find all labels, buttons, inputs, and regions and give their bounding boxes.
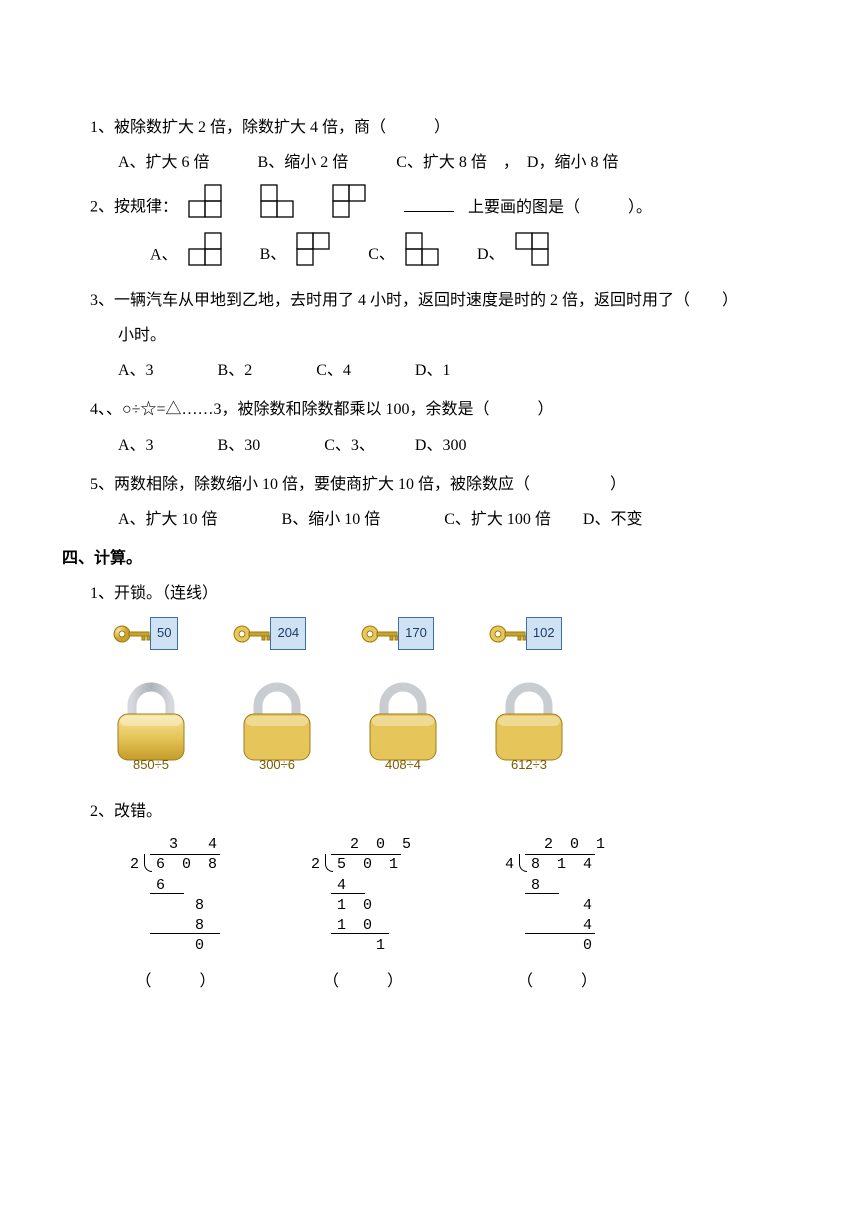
lock-item: 408÷4 [360,678,446,780]
lock-item: 300÷6 [234,678,320,780]
key-item: 50 [112,617,178,650]
q2-stem-a: 2、按规律： [90,199,178,216]
pattern-shape-3 [332,184,366,231]
question-4: 4、、○÷☆=△……3，被除数和除数都乘以 100，余数是（ ） A、3 B、3… [90,392,770,462]
q5-stem: 5、两数相除，除数缩小 10 倍，要使商扩大 10 倍，被除数应（ ） [90,467,770,502]
lock-row: 850÷5 300÷6 408÷4 612÷3 [90,678,770,780]
q2-stem-b: 上要画的图是（ ）。 [468,199,652,216]
q3-options: A、3 B、2 C、4 D、1 [90,353,770,388]
q2-opt-a-shape [188,232,222,279]
key-tag: 170 [398,617,434,650]
ld1-paren[interactable]: （ ） [130,963,221,998]
key-item: 102 [488,617,562,650]
question-1: 1、被除数扩大 2 倍，除数扩大 4 倍，商（ ） A、扩大 6 倍 B、缩小 … [90,110,770,180]
key-icon [488,622,528,646]
key-tag: 50 [150,617,178,650]
q2-opt-b-label: B、 [260,246,287,263]
lock-label: 300÷6 [234,751,320,780]
lock-label: 850÷5 [108,751,194,780]
ld2-paren[interactable]: （ ） [311,963,415,998]
q2-opt-d-label: D、 [477,246,505,263]
q2-opt-d-shape [515,232,549,279]
q4-stem: 4、、○÷☆=△……3，被除数和除数都乘以 100，余数是（ ） [90,392,770,427]
key-icon [112,622,152,646]
q2-opt-b-shape [296,232,330,279]
key-item: 204 [232,617,306,650]
q4-options: A、3 B、30 C、3、 D、300 [90,428,770,463]
lock-label: 612÷3 [486,751,572,780]
q2-opt-a-label: A、 [150,246,178,263]
pattern-shape-2 [260,184,294,231]
section-4-title: 四、计算。 [62,541,770,576]
calc-2-title: 2、改错。 [90,794,770,829]
question-2: 2、按规律： 上要画的图是（ ）。 A、 [90,184,770,278]
key-tag: 204 [270,617,306,650]
ld3-paren[interactable]: （ ） [505,963,609,998]
key-icon [232,622,272,646]
long-division-3: 2 0 1 4 8 1 4 8 4 4 0 （ ） [505,835,609,999]
lock-item: 850÷5 [108,678,194,780]
q1-options: A、扩大 6 倍 B、缩小 2 倍 C、扩大 8 倍 ， D，缩小 8 倍 [90,145,770,180]
long-division-1: 3 4 2 6 0 8 6 8 8 0 （ ） [130,835,221,999]
calc-1-title: 1、开锁。（连线） [90,576,770,611]
q3-line2: 小时。 [90,318,770,353]
q2-options: A、 B、 C、 D、 [90,232,770,279]
question-5: 5、两数相除，除数缩小 10 倍，要使商扩大 10 倍，被除数应（ ） A、扩大… [90,467,770,537]
lock-item: 612÷3 [486,678,572,780]
q2-stem: 2、按规律： 上要画的图是（ ）。 [90,184,770,231]
q1-stem: 1、被除数扩大 2 倍，除数扩大 4 倍，商（ ） [90,110,770,145]
lock-label: 408÷4 [360,751,446,780]
q3-line1: 3、一辆汽车从甲地到乙地，去时用了 4 小时，返回时速度是时的 2 倍，返回时用… [90,283,770,318]
q2-blank[interactable] [404,211,454,212]
key-tag: 102 [526,617,562,650]
q2-opt-c-shape [405,232,439,279]
q2-opt-c-label: C、 [368,246,395,263]
question-3: 3、一辆汽车从甲地到乙地，去时用了 4 小时，返回时速度是时的 2 倍，返回时用… [90,283,770,389]
key-row: 50 204 170 102 [90,617,770,650]
key-icon [360,622,400,646]
q5-options: A、扩大 10 倍 B、缩小 10 倍 C、扩大 100 倍 D、不变 [90,502,770,537]
pattern-shape-1 [188,184,222,231]
key-item: 170 [360,617,434,650]
long-division-row: 3 4 2 6 0 8 6 8 8 0 （ ） 2 0 5 2 5 0 1 4 … [90,835,770,999]
long-division-2: 2 0 5 2 5 0 1 4 1 0 1 0 1 （ ） [311,835,415,999]
